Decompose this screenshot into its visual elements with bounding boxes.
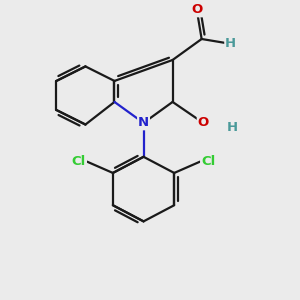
Text: Cl: Cl	[201, 155, 215, 168]
Text: H: H	[225, 37, 236, 50]
Text: H: H	[227, 121, 238, 134]
Text: O: O	[198, 116, 209, 129]
Text: Cl: Cl	[72, 155, 86, 168]
Text: O: O	[191, 3, 202, 16]
Text: N: N	[138, 116, 149, 129]
